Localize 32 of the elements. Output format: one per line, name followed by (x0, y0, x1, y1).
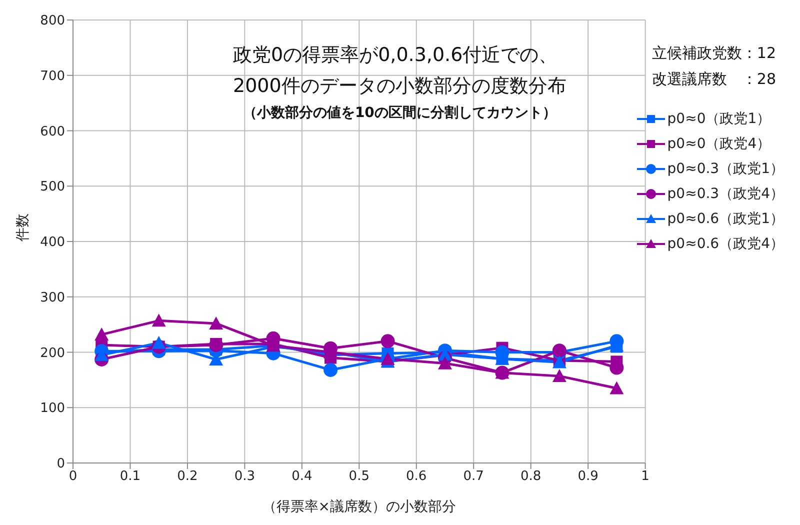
y-tick-label: 800 (40, 14, 65, 29)
legend-label: p0≈0.3（政党1） (667, 160, 784, 178)
legend-label: p0≈0.6（政党1） (667, 210, 784, 228)
x-tick-label: 1 (641, 469, 650, 484)
x-tick-label: 0 (68, 469, 78, 484)
y-tick-label: 100 (40, 401, 65, 416)
text: 立候補政党数：12 (652, 43, 776, 64)
x-tick-label: 0.2 (177, 469, 198, 484)
text: 政党0の得票率が0,0.3,0.6付近での、 2000件のデータの小数部分の度数分布 (233, 43, 566, 99)
x-tick-label: 0.9 (578, 469, 598, 484)
y-tick-label: 700 (40, 68, 65, 84)
x-tick-label: 0.5 (348, 469, 370, 484)
y-tick-label: 500 (40, 180, 65, 195)
x-tick-label: 0.7 (463, 469, 484, 484)
text: （小数部分の値を10の区間に分割してカウント） (242, 104, 558, 123)
y-tick-label: 600 (40, 124, 65, 140)
x-axis-title: （得票率×議席数）の小数部分 (262, 499, 456, 515)
y-tick-label: 0 (56, 456, 65, 472)
legend-label: p0≈0（政党4） (667, 134, 771, 154)
y-tick-label: 400 (40, 235, 65, 250)
x-tick-label: 0.8 (520, 469, 542, 484)
x-tick-label: 0.4 (292, 469, 312, 484)
y-tick-label: 300 (40, 290, 65, 306)
text: 改選議席数 ：28 (652, 69, 776, 90)
y-tick-label: 200 (40, 346, 65, 361)
y-axis-title: 件数 (14, 214, 31, 242)
legend-label: p0≈0.3（政党4） (667, 184, 784, 204)
x-tick-label: 0.1 (120, 469, 141, 484)
legend-label: p0≈0.6（政党4） (667, 234, 784, 254)
x-tick-label: 0.3 (234, 469, 256, 484)
legend-label: p0≈0（政党1） (667, 110, 771, 128)
x-tick-label: 0.6 (406, 469, 427, 484)
